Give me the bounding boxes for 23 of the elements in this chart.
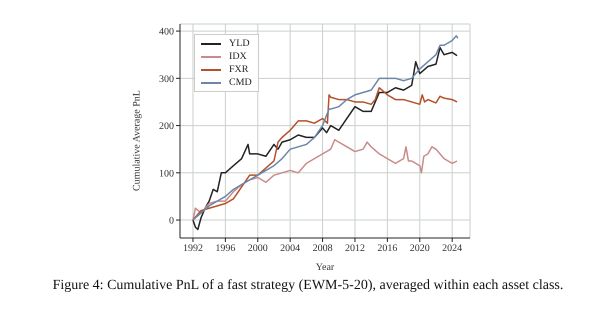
y-tick-label: 0	[169, 216, 174, 227]
x-tick-label: 1992	[182, 243, 203, 254]
x-tick-label: 2020	[410, 243, 430, 254]
x-tick-label: 2016	[377, 243, 398, 254]
legend-label: YLD	[229, 37, 250, 50]
legend-label: IDX	[229, 50, 247, 63]
x-axis-title: Year	[316, 262, 335, 273]
x-tick-label: 1996	[215, 243, 236, 254]
x-tick-label: 2012	[344, 243, 365, 254]
x-tick-label: 2024	[442, 243, 462, 254]
line-series	[192, 138, 458, 221]
x-tick-label: 2008	[312, 243, 333, 254]
x-tick-label: 2000	[248, 243, 268, 254]
line-series	[192, 87, 458, 221]
caption: Figure 4: Cumulative PnL of a fast strategy (EWM-5-20), averaged within each asset class.	[52, 278, 564, 294]
y-tick-label: 300	[159, 74, 174, 85]
y-axis-title: Cumulative Average PnL	[132, 90, 143, 191]
y-tick-label: 400	[159, 26, 174, 38]
legend-label: CMD	[229, 76, 252, 89]
y-tick-label: 200	[159, 121, 174, 132]
y-tick-label: 100	[159, 168, 174, 180]
legend-label: FXR	[229, 63, 248, 76]
x-tick-label: 2004	[280, 243, 300, 254]
